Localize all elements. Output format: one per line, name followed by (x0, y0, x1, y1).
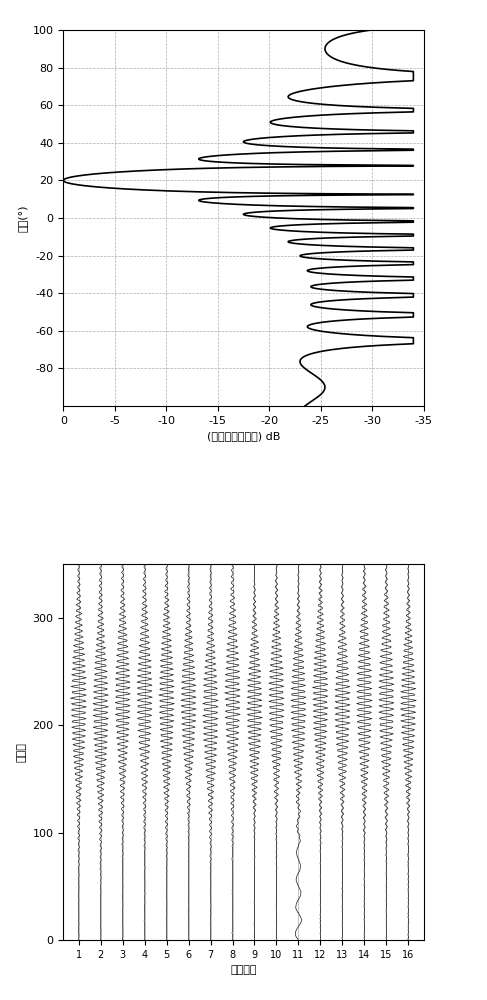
Y-axis label: 采样点: 采样点 (17, 742, 27, 762)
Y-axis label: 方位(°): 方位(°) (17, 204, 27, 232)
X-axis label: 阵元编号: 阵元编号 (230, 965, 257, 975)
X-axis label: (方位觓相对犁度) dB: (方位觓相对犁度) dB (207, 431, 280, 441)
